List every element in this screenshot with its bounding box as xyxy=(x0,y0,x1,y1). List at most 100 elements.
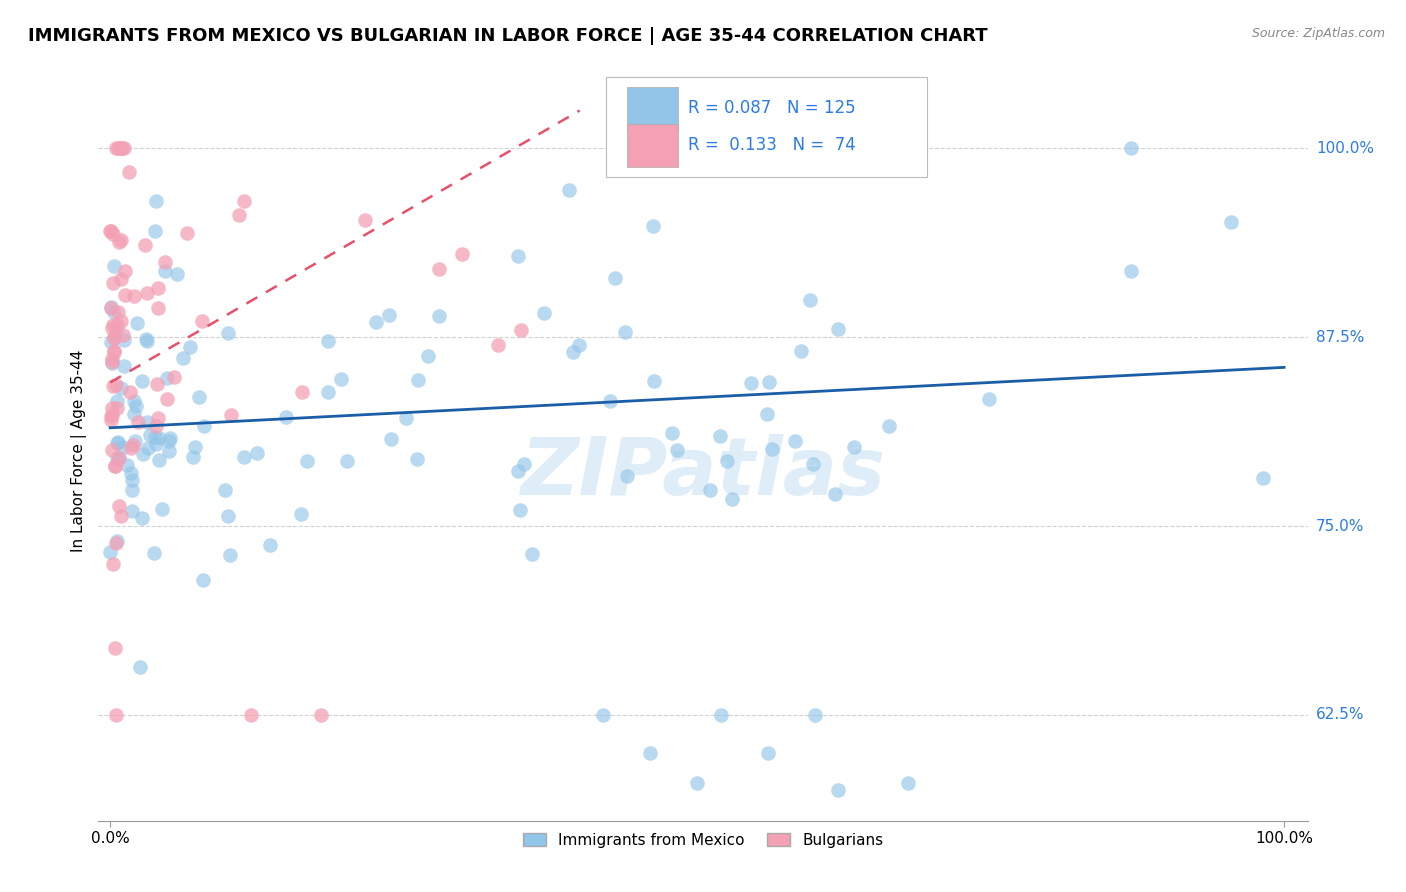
Point xyxy=(166,268,188,282)
Point xyxy=(143,430,166,444)
FancyBboxPatch shape xyxy=(606,77,927,177)
Point xyxy=(1220,215,1243,229)
Point xyxy=(827,783,849,797)
Point xyxy=(100,409,122,423)
Point xyxy=(318,384,340,399)
Point xyxy=(181,450,204,464)
Point xyxy=(103,331,125,345)
Point xyxy=(246,446,269,460)
Point xyxy=(191,314,214,328)
Point xyxy=(105,534,128,549)
Text: 75.0%: 75.0% xyxy=(1316,518,1364,533)
Point xyxy=(1251,471,1274,485)
Point xyxy=(156,392,179,406)
Point xyxy=(643,219,665,233)
Point xyxy=(755,407,778,421)
Point xyxy=(218,548,240,562)
Point xyxy=(643,375,665,389)
Point xyxy=(125,399,148,413)
Point xyxy=(710,707,733,722)
Point xyxy=(120,441,142,455)
Point xyxy=(132,447,155,461)
Point xyxy=(510,322,533,336)
Point xyxy=(98,224,121,238)
Point xyxy=(107,305,129,319)
Point xyxy=(721,492,744,507)
Point xyxy=(121,504,143,518)
Point xyxy=(124,434,146,449)
Point xyxy=(122,394,145,409)
Point xyxy=(214,483,236,497)
Point xyxy=(112,359,135,374)
Point xyxy=(613,326,636,340)
Point xyxy=(897,776,920,790)
Point xyxy=(139,428,162,442)
Point xyxy=(136,285,159,300)
Point xyxy=(159,431,181,445)
Text: ZIPatlas: ZIPatlas xyxy=(520,434,886,512)
Point xyxy=(509,503,531,517)
Point xyxy=(103,259,125,273)
Text: 87.5%: 87.5% xyxy=(1316,330,1364,344)
Point xyxy=(661,425,683,440)
Point xyxy=(157,444,180,458)
Point xyxy=(758,375,780,389)
Point xyxy=(105,394,128,409)
Point xyxy=(100,301,122,315)
Point xyxy=(100,545,122,559)
Point xyxy=(127,415,149,429)
Point xyxy=(148,452,170,467)
Point xyxy=(101,401,124,416)
Text: IMMIGRANTS FROM MEXICO VS BULGARIAN IN LABOR FORCE | AGE 35-44 CORRELATION CHART: IMMIGRANTS FROM MEXICO VS BULGARIAN IN L… xyxy=(28,27,988,45)
Point xyxy=(108,499,131,513)
Point xyxy=(394,411,416,425)
Point xyxy=(111,440,134,454)
Point xyxy=(104,459,127,474)
Point xyxy=(486,337,509,351)
Point xyxy=(108,450,131,465)
Point xyxy=(136,441,159,455)
Point xyxy=(291,385,314,400)
Point xyxy=(111,141,134,155)
Point xyxy=(104,640,127,655)
Point xyxy=(107,435,129,450)
Point xyxy=(233,194,256,209)
Point xyxy=(118,165,141,179)
Point xyxy=(803,457,825,471)
Point xyxy=(406,374,429,388)
Point xyxy=(121,483,143,497)
Point xyxy=(506,464,529,478)
Point xyxy=(616,469,638,483)
Point xyxy=(665,442,688,457)
Point xyxy=(506,250,529,264)
Point xyxy=(979,392,1001,407)
Point xyxy=(108,450,131,465)
Point xyxy=(378,308,401,322)
Point xyxy=(100,300,122,314)
Point xyxy=(709,429,731,443)
Point xyxy=(756,746,779,760)
Point xyxy=(290,508,312,522)
Point xyxy=(100,354,122,368)
Point xyxy=(599,393,621,408)
FancyBboxPatch shape xyxy=(627,87,678,130)
Point xyxy=(740,376,762,390)
Point xyxy=(101,408,124,422)
Y-axis label: In Labor Force | Age 35-44: In Labor Force | Age 35-44 xyxy=(72,350,87,551)
Point xyxy=(131,375,153,389)
Point xyxy=(157,434,180,448)
Point xyxy=(131,511,153,525)
Point xyxy=(193,419,215,434)
Point xyxy=(176,226,198,240)
Point xyxy=(844,441,866,455)
Point xyxy=(451,247,474,261)
Point xyxy=(179,340,201,354)
Point xyxy=(101,443,124,458)
Point xyxy=(191,574,214,588)
Point xyxy=(380,433,402,447)
Point xyxy=(110,234,132,248)
Point xyxy=(156,371,179,385)
Point xyxy=(416,349,439,363)
Point xyxy=(125,316,148,330)
Point xyxy=(184,440,207,454)
